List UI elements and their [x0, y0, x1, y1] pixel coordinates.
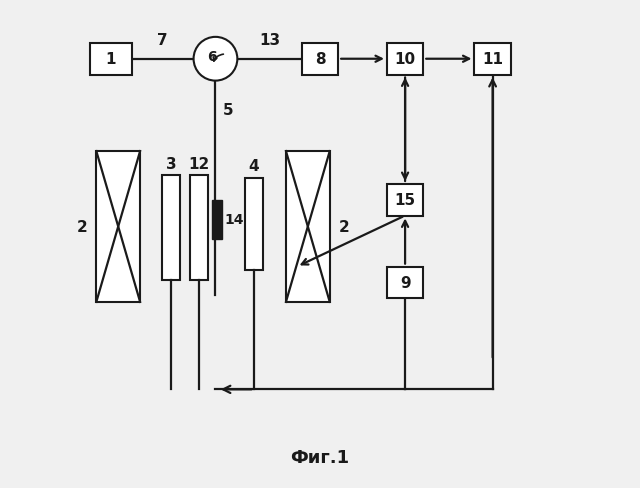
Text: 14: 14: [225, 213, 244, 227]
Text: 13: 13: [259, 33, 280, 47]
Text: 4: 4: [248, 159, 259, 174]
Text: 7: 7: [157, 33, 168, 47]
Text: 11: 11: [482, 52, 503, 67]
Text: 12: 12: [188, 156, 209, 171]
Text: 5: 5: [223, 103, 234, 118]
Text: Фиг.1: Фиг.1: [291, 448, 349, 467]
Bar: [387, 184, 423, 216]
Bar: [244, 179, 263, 271]
Circle shape: [193, 38, 237, 81]
Bar: [387, 44, 423, 75]
Text: 8: 8: [315, 52, 325, 67]
Bar: [286, 152, 330, 302]
Bar: [387, 267, 423, 299]
Text: 6: 6: [207, 50, 216, 64]
Text: 9: 9: [400, 275, 410, 290]
Bar: [302, 44, 338, 75]
Text: 3: 3: [166, 156, 177, 171]
Bar: [474, 44, 511, 75]
Bar: [189, 176, 208, 281]
Bar: [212, 201, 222, 239]
Bar: [162, 176, 180, 281]
Text: 1: 1: [106, 52, 116, 67]
Text: 2: 2: [77, 220, 88, 235]
Bar: [97, 152, 140, 302]
Text: 15: 15: [394, 193, 415, 208]
Text: 2: 2: [339, 220, 349, 235]
Text: 10: 10: [394, 52, 415, 67]
Bar: [90, 44, 132, 75]
